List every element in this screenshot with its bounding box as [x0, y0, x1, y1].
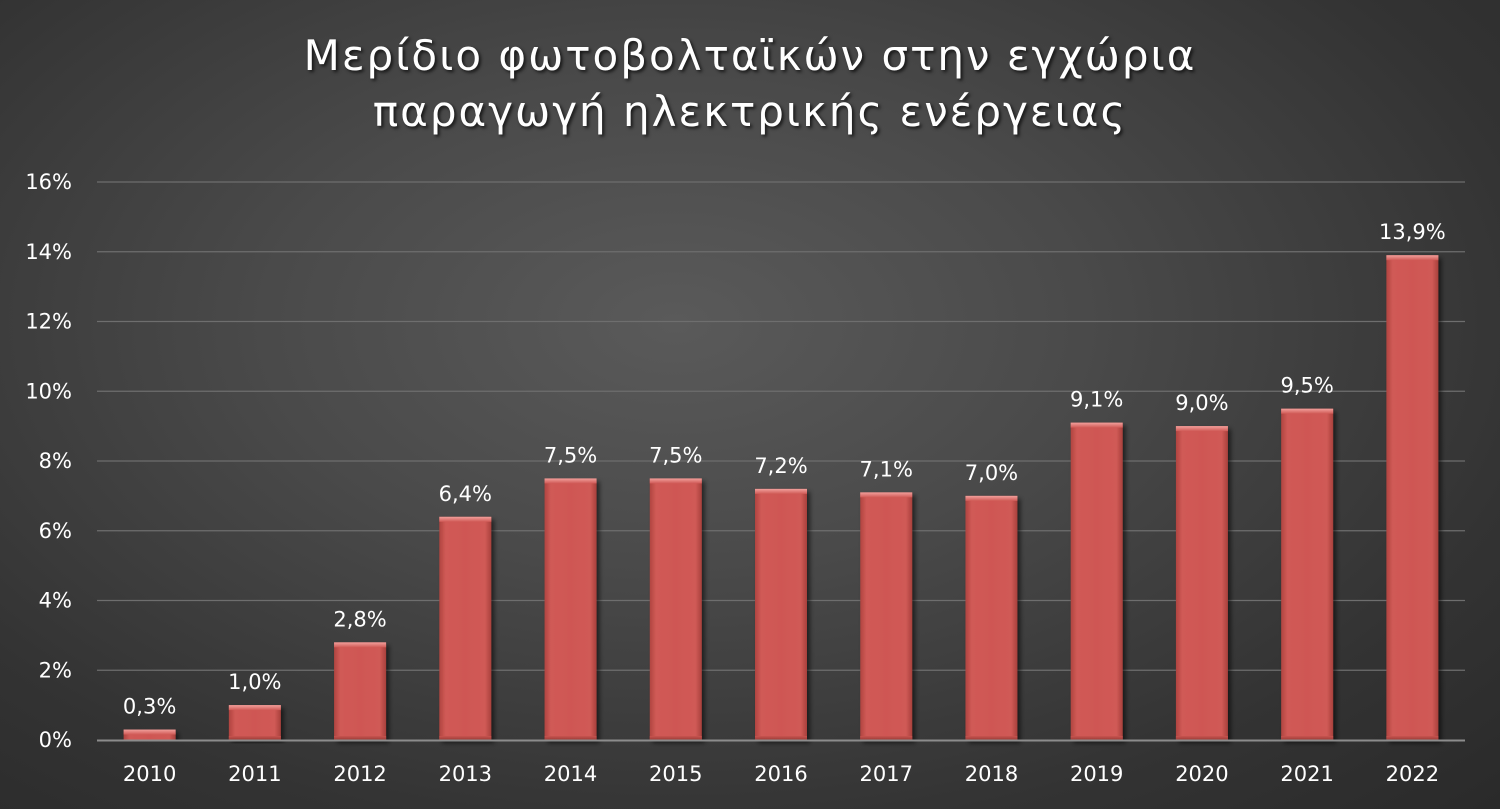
bar-2017 [860, 492, 913, 740]
y-tick-label: 14% [25, 240, 72, 264]
bar-bevel-top [1281, 408, 1334, 414]
data-label: 7,0% [965, 461, 1018, 485]
bar-2010 [123, 729, 176, 740]
data-label: 7,2% [754, 454, 807, 478]
bar-2022 [1386, 255, 1439, 741]
bar-bevel-bottom [755, 736, 807, 740]
data-label: 0,3% [123, 695, 176, 719]
bar-2014 [544, 478, 597, 740]
x-tick-label: 2022 [1386, 762, 1439, 786]
data-label: 9,5% [1280, 374, 1333, 398]
bar-bevel-bottom [1386, 736, 1439, 740]
bar [1070, 422, 1123, 740]
bar-bevel-bottom [1175, 736, 1228, 740]
data-label: 2,8% [333, 607, 386, 631]
bar [649, 478, 702, 740]
data-label: 6,4% [439, 482, 492, 506]
bar [228, 705, 281, 740]
x-tick-label: 2016 [754, 762, 807, 786]
bar-bevel-top [965, 495, 1018, 501]
bar-bevel-top [649, 478, 702, 484]
x-tick-label: 2015 [649, 762, 702, 786]
bar-2015 [649, 478, 702, 740]
data-labels: 0,3% 1,0% 2,8% 6,4% 7,5% 7,5% 7,2% 7,1% 7,0% 9,1%… [123, 220, 1446, 718]
bar-2011 [228, 705, 281, 740]
bar-bevel-bottom [439, 736, 492, 740]
bar [1175, 426, 1228, 740]
bar-bevel-top [123, 729, 176, 735]
chart-title-line-1: Μερίδιο φωτοβολταϊκών στην εγχώρια [303, 31, 1197, 80]
y-axis: 0% 2% 4% 6% 8% 10% 12% 14% 16% [25, 170, 72, 752]
x-tick-label: 2018 [965, 762, 1018, 786]
bar-bevel-top [334, 642, 387, 648]
x-tick-label: 2020 [1175, 762, 1228, 786]
chart-title: Μερίδιο φωτοβολταϊκών στην εγχώρια παραγ… [0, 28, 1500, 140]
data-label: 7,5% [649, 443, 702, 467]
x-tick-label: 2019 [1070, 762, 1123, 786]
data-label: 7,5% [544, 443, 597, 467]
x-axis: 2010 2011 2012 2013 2014 2015 2016 2017 2018 2019… [97, 739, 1465, 786]
bar-bevel-bottom [228, 736, 281, 740]
bar-bevel-top [860, 492, 913, 498]
data-label: 9,1% [1070, 388, 1123, 412]
bar-bevel-bottom [1281, 736, 1334, 740]
bar-2012 [334, 642, 387, 740]
bar-bevel-top [1070, 422, 1123, 428]
bar-bevel-bottom [860, 736, 913, 740]
y-tick-label: 4% [39, 589, 72, 613]
y-tick-label: 2% [39, 658, 72, 682]
y-tick-label: 0% [39, 728, 72, 752]
x-tick-label: 2010 [123, 762, 176, 786]
bar-bevel-top [755, 488, 807, 494]
y-tick-label: 16% [25, 170, 72, 194]
bar-2018 [965, 495, 1018, 740]
bar-2019 [1070, 422, 1123, 740]
data-label: 7,1% [860, 457, 913, 481]
x-tick-label: 2012 [333, 762, 386, 786]
y-tick-label: 10% [25, 379, 72, 403]
bar-2021 [1281, 408, 1334, 740]
bar [544, 478, 597, 740]
bar [123, 729, 176, 740]
data-label: 1,0% [228, 670, 281, 694]
bar [1386, 255, 1439, 741]
bar-bevel-bottom [1070, 736, 1123, 740]
bar [965, 495, 1018, 740]
bar-bevel-top [1175, 426, 1228, 432]
bars [123, 255, 1439, 741]
y-tick-label: 6% [39, 519, 72, 543]
chart-title-line-2: παραγωγή ηλεκτρικής ενέργειας [372, 87, 1128, 136]
bar-bevel-bottom [334, 736, 387, 740]
data-label: 13,9% [1379, 220, 1446, 244]
bar-2020 [1175, 426, 1228, 740]
bar-bevel-bottom [544, 736, 597, 740]
bar-bevel-bottom [649, 736, 702, 740]
bar-bevel-bottom [965, 736, 1018, 740]
bar-bevel-top [228, 705, 281, 711]
bar-2016 [755, 488, 807, 740]
bar-bevel-top [439, 516, 492, 522]
x-tick-label: 2021 [1280, 762, 1333, 786]
y-tick-label: 8% [39, 449, 72, 473]
bar [1281, 408, 1334, 740]
bar-bevel-top [544, 478, 597, 484]
bar [755, 488, 807, 740]
bar [334, 642, 387, 740]
y-tick-label: 12% [25, 310, 72, 334]
x-tick-label: 2011 [228, 762, 281, 786]
data-label: 9,0% [1175, 391, 1228, 415]
x-tick-label: 2013 [439, 762, 492, 786]
bar-2013 [439, 516, 492, 740]
bar-bevel-top [1386, 255, 1439, 261]
x-tick-label: 2017 [860, 762, 913, 786]
bar [439, 516, 492, 740]
bar [860, 492, 913, 740]
x-tick-label: 2014 [544, 762, 597, 786]
